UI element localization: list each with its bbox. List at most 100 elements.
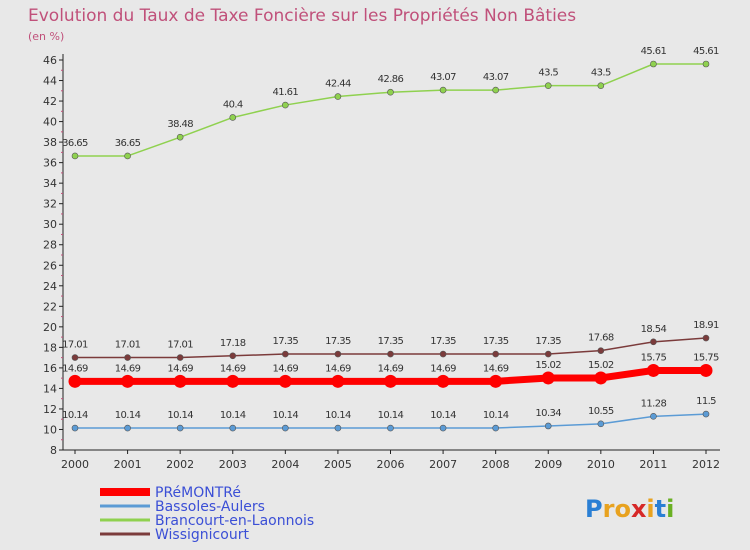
data-point [334, 350, 342, 358]
data-point [334, 424, 342, 432]
data-point [71, 424, 79, 432]
x-tick-label: 2008 [482, 458, 510, 471]
y-tick-label: 12 [43, 403, 57, 416]
data-label: 10.14 [220, 410, 246, 421]
series-group [68, 60, 713, 432]
proxiti-logo: Proxiti [585, 495, 674, 523]
data-point [650, 413, 657, 420]
data-label: 10.14 [62, 410, 88, 421]
data-point [71, 354, 79, 361]
data-point [702, 60, 710, 68]
data-label: 15.02 [588, 360, 614, 371]
chart-title: Evolution du Taux de Taxe Foncière sur l… [28, 6, 576, 26]
x-tick-label: 2002 [166, 458, 194, 471]
logo-letter: r [603, 495, 615, 523]
legend-entry: Bassoles-Aulers [155, 499, 265, 515]
data-point [702, 334, 710, 342]
x-tick-label: 2001 [114, 458, 142, 471]
data-label: 14.69 [167, 363, 193, 374]
data-label: 42.44 [325, 79, 351, 90]
data-point [439, 350, 447, 358]
x-tick-label: 2006 [377, 458, 405, 471]
y-tick-label: 42 [43, 95, 57, 108]
data-point [278, 374, 292, 388]
data-point [387, 424, 394, 432]
data-label: 17.35 [430, 336, 456, 347]
data-point [650, 60, 657, 68]
data-point [597, 420, 605, 428]
logo-letter: i [646, 495, 654, 523]
data-point [699, 363, 713, 377]
data-point [650, 338, 657, 346]
y-tick-label: 44 [43, 75, 57, 88]
data-label: 10.14 [325, 410, 351, 421]
data-point [229, 352, 237, 360]
data-label: 10.14 [273, 410, 299, 421]
y-tick-label: 32 [43, 198, 57, 211]
x-tick-label: 2012 [692, 458, 720, 471]
data-point [439, 424, 447, 432]
data-label: 17.68 [588, 333, 614, 344]
data-point [439, 86, 447, 94]
data-label: 14.69 [115, 363, 141, 374]
data-label: 17.35 [325, 336, 351, 347]
data-label: 15.75 [641, 352, 667, 363]
data-point [492, 424, 499, 432]
axes: 8 10 12 14 16 18 20 22 24 26 28 30 32 34 36 38 40 42 44 46 2… [43, 54, 720, 471]
data-label: 18.91 [693, 320, 719, 331]
data-label: 17.35 [535, 336, 561, 347]
logo-letter: x [631, 495, 647, 523]
data-label: 15.02 [535, 360, 561, 371]
data-point [71, 152, 79, 160]
data-point [541, 371, 555, 385]
y-tick-label: 38 [43, 136, 57, 149]
data-label: 14.69 [62, 363, 88, 374]
data-point [544, 422, 552, 430]
chart-subtitle: (en %) [28, 30, 64, 43]
x-tick-label: 2011 [639, 458, 667, 471]
logo-letter: i [666, 495, 674, 523]
y-tick-label: 14 [43, 382, 57, 395]
y-tick-label: 30 [43, 218, 57, 231]
y-tick-label: 40 [43, 116, 57, 129]
y-tick-label: 10 [43, 423, 57, 436]
y-tick-label: 20 [43, 321, 57, 334]
data-label: 43.5 [591, 68, 611, 79]
x-tick-label: 2005 [324, 458, 352, 471]
y-tick-label: 24 [43, 280, 57, 293]
data-point [282, 101, 289, 109]
data-label: 17.01 [62, 340, 88, 351]
logo-letter: o [614, 495, 631, 523]
x-tick-label: 2000 [61, 458, 89, 471]
data-label: 10.14 [167, 410, 193, 421]
data-point [331, 374, 345, 388]
data-label: 18.54 [641, 324, 667, 335]
data-label: 10.14 [378, 410, 404, 421]
y-tick-label: 26 [43, 259, 57, 272]
data-label: 11.28 [641, 398, 667, 409]
data-point [436, 374, 450, 388]
data-point [229, 114, 237, 121]
data-point [176, 354, 184, 361]
data-label: 41.61 [273, 87, 299, 98]
data-point [124, 152, 131, 160]
data-label: 42.86 [378, 74, 404, 85]
data-point [124, 424, 131, 432]
x-tick-label: 2010 [587, 458, 615, 471]
data-label: 40.4 [223, 99, 243, 110]
y-tick-label: 16 [43, 362, 57, 375]
data-point [489, 374, 503, 388]
data-point [702, 410, 710, 418]
data-label: 36.65 [62, 138, 88, 149]
data-point [124, 354, 131, 361]
data-point [384, 374, 397, 388]
data-label: 10.14 [483, 410, 509, 421]
data-point [173, 374, 187, 388]
y-tick-label: 18 [43, 341, 57, 354]
data-label: 43.5 [538, 68, 558, 79]
legend-entry: Brancourt-en-Laonnois [155, 513, 314, 529]
x-tick-label: 2007 [429, 458, 457, 471]
data-label: 45.61 [693, 46, 719, 57]
